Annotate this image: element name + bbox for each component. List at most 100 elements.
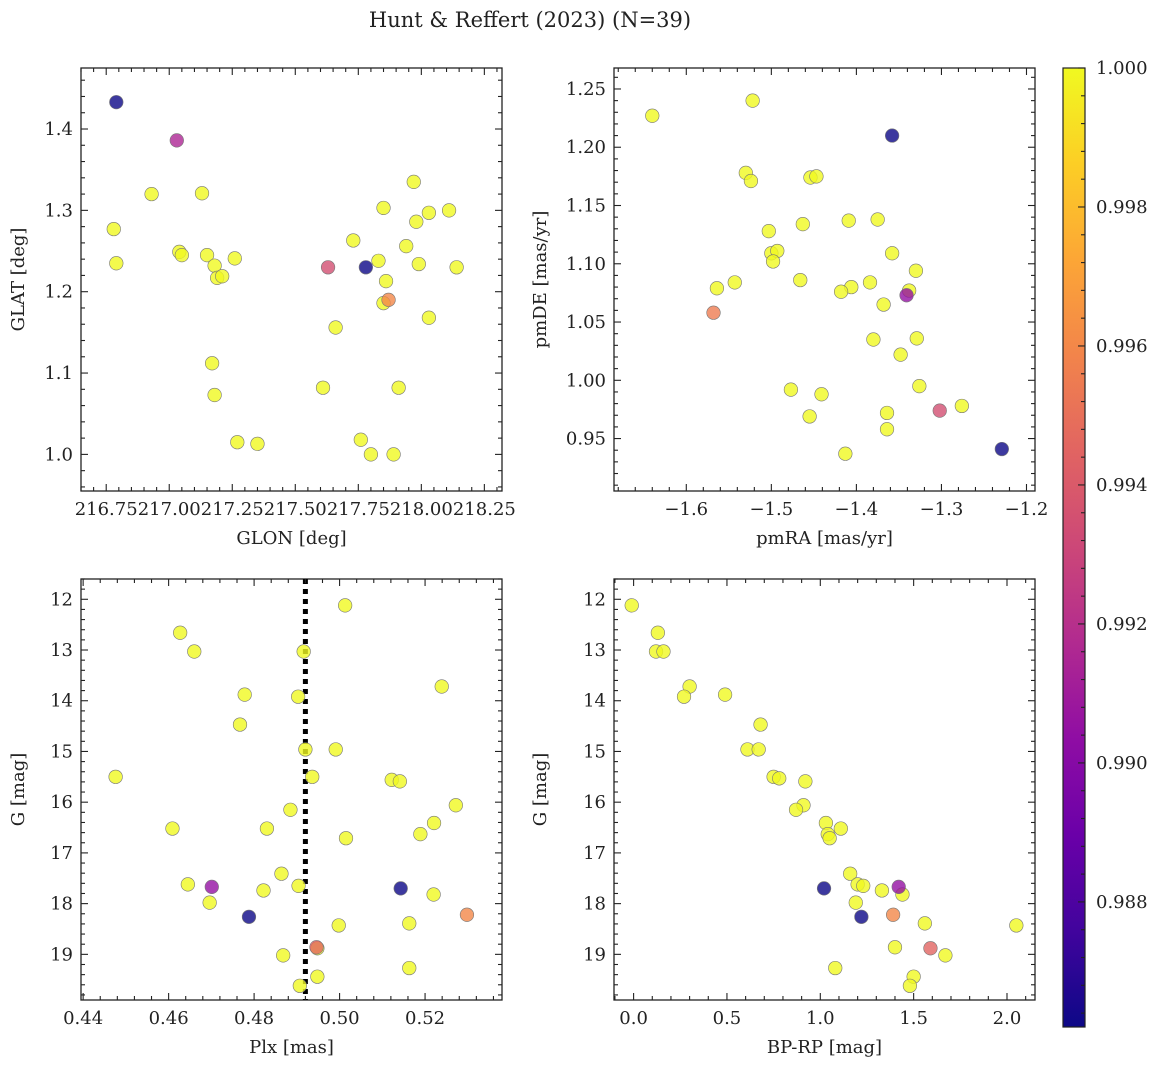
y-tick-label: 14 — [583, 691, 606, 712]
data-point — [885, 128, 900, 143]
data-point — [876, 297, 891, 312]
x-tick-label: 0.5 — [713, 1008, 742, 1029]
data-point — [833, 821, 848, 836]
data-point — [727, 275, 742, 290]
data-point — [743, 173, 759, 189]
data-point — [816, 881, 832, 896]
y-tick-label: 0.95 — [566, 429, 606, 450]
data-point — [406, 174, 421, 189]
data-point — [761, 224, 776, 239]
data-point — [809, 169, 824, 184]
data-point — [109, 95, 124, 110]
colorbar-tick-label: 1.000 — [1096, 58, 1148, 79]
data-point — [879, 405, 895, 421]
x-tick-label: −1.3 — [920, 499, 964, 520]
x-tick-label: 218.00 — [390, 499, 453, 520]
axes-frame — [613, 67, 1036, 492]
y-tick-label: 1.3 — [44, 200, 73, 221]
data-point — [902, 978, 918, 993]
y-tick-label: 1.1 — [44, 363, 73, 384]
data-point — [793, 272, 808, 288]
data-point — [856, 878, 871, 893]
data-point — [180, 877, 195, 892]
data-point — [338, 831, 354, 846]
data-point — [386, 447, 401, 462]
panel-color-magnitude: 0.0 0.5 1.0 1.5 2.0 12 13 14 15 16 17 18 19 BP-RP [ma… — [530, 578, 1036, 1058]
data-point — [276, 948, 291, 963]
colorbar-tick-label: 0.996 — [1096, 336, 1148, 357]
y-tick-label: 18 — [583, 894, 606, 915]
y-tick-label: 13 — [583, 640, 606, 661]
x-tick-label: −1.4 — [835, 499, 879, 520]
data-point — [204, 356, 220, 371]
data-point — [624, 598, 639, 613]
colorbar-tick-label: 0.998 — [1096, 197, 1148, 218]
data-point — [923, 941, 938, 956]
data-point — [887, 940, 903, 955]
data-point — [802, 409, 817, 424]
x-tick-label: 0.44 — [63, 1008, 103, 1029]
data-point — [207, 387, 222, 403]
x-tick-label: 0.50 — [320, 1008, 360, 1029]
data-point — [331, 918, 346, 933]
data-point — [291, 878, 306, 893]
data-point — [309, 940, 324, 955]
data-point — [848, 895, 863, 910]
data-point — [879, 422, 895, 437]
data-point — [788, 802, 804, 817]
x-tick-label: 2.0 — [993, 1008, 1022, 1029]
x-tick-label: 217.50 — [264, 499, 327, 520]
data-point — [259, 821, 275, 836]
data-point — [108, 769, 123, 784]
x-axis-title: BP-RP [mag] — [767, 1037, 882, 1058]
data-point — [353, 432, 368, 447]
data-point — [753, 717, 768, 732]
data-point — [841, 213, 856, 228]
y-tick-label: 19 — [583, 944, 606, 965]
x-tick-label: 0.48 — [234, 1008, 274, 1029]
x-axis-title: Plx [mas] — [249, 1037, 334, 1058]
panel-proper-motion: −1.6 −1.5 −1.4 −1.3 −1.2 0.95 1.00 1.05 1.10 1.15… — [530, 67, 1048, 549]
data-point — [870, 212, 885, 227]
data-point — [893, 347, 908, 362]
y-tick-label: 14 — [50, 691, 73, 712]
x-tick-label: 217.75 — [327, 499, 390, 520]
x-tick-label: 0.0 — [619, 1008, 648, 1029]
data-point — [230, 435, 245, 450]
data-point — [706, 305, 721, 320]
data-point — [204, 879, 219, 894]
y-tick-label: 1.4 — [44, 119, 73, 140]
data-point — [320, 260, 336, 275]
axes-frame — [80, 67, 503, 492]
data-point — [448, 798, 463, 813]
axes-frame — [80, 578, 503, 1001]
data-point — [843, 866, 858, 881]
data-point — [381, 292, 396, 307]
data-point — [328, 742, 343, 757]
data-point — [199, 247, 215, 263]
data-point — [828, 960, 843, 976]
y-axis-title: G [mag] — [530, 753, 551, 826]
y-tick-label: 17 — [583, 843, 606, 864]
data-point — [393, 881, 408, 896]
data-point — [459, 907, 475, 922]
data-point — [745, 93, 760, 108]
data-point — [109, 256, 124, 271]
x-axis-title: GLON [deg] — [236, 528, 346, 549]
data-point — [298, 742, 313, 757]
data-point — [371, 253, 386, 268]
data-point — [283, 802, 298, 817]
y-tick-label: 1.2 — [44, 282, 73, 303]
x-tick-label: 217.25 — [201, 499, 264, 520]
data-point — [194, 186, 210, 201]
data-point — [441, 203, 457, 218]
data-point — [891, 879, 906, 894]
data-point — [912, 379, 927, 394]
data-point — [232, 717, 248, 732]
data-point — [909, 331, 924, 346]
data-point — [173, 625, 188, 640]
data-point — [645, 108, 660, 123]
x-tick-label: 0.46 — [149, 1008, 189, 1029]
data-point — [310, 969, 325, 984]
data-point — [421, 310, 436, 325]
